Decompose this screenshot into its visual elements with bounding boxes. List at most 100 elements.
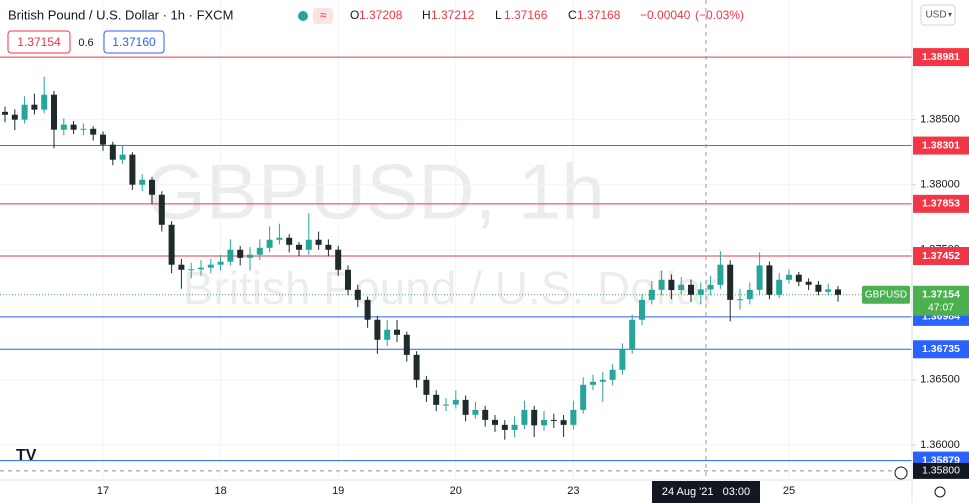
- candle-body: [207, 264, 214, 268]
- candle-body: [296, 244, 302, 250]
- candle-body: [188, 269, 195, 271]
- symbol-title[interactable]: British Pound / U.S. Dollar · 1h · FXCM: [8, 7, 233, 22]
- symbol-tag: GBPUSD: [865, 289, 907, 300]
- candle-body: [639, 299, 645, 320]
- candle-body: [511, 424, 518, 430]
- candle-body: [688, 284, 694, 295]
- watermark-subtitle: British Pound / U.S. Dollar: [183, 262, 717, 314]
- ohlc-value: 1.37166: [504, 8, 548, 22]
- candle-body: [795, 274, 802, 282]
- candle-body: [168, 224, 175, 265]
- market-open-dot: [298, 11, 308, 21]
- ohlc-value: 1.37168: [577, 8, 621, 22]
- zoom-button[interactable]: [894, 466, 908, 480]
- candle-body: [482, 409, 489, 420]
- level-label-box: [913, 194, 969, 213]
- candle-body: [590, 381, 596, 385]
- x-tick-label: 17: [97, 485, 109, 497]
- sell-button[interactable]: [7, 30, 71, 54]
- candle-body: [305, 239, 312, 250]
- candle-body: [580, 384, 587, 410]
- countdown: 47:07: [928, 302, 954, 314]
- candle-body: [2, 111, 8, 115]
- currency-button[interactable]: [920, 4, 956, 26]
- crosshair-price: 1.35800: [922, 465, 960, 477]
- candle-body: [805, 281, 812, 285]
- last-price-box: [913, 285, 969, 316]
- crosshair-time: 24 Aug '21 03:00: [662, 486, 750, 498]
- candle-body: [609, 369, 616, 380]
- candle-body: [599, 379, 606, 382]
- buy-button[interactable]: [103, 30, 165, 54]
- candle-body: [109, 144, 116, 160]
- candle-body: [364, 299, 371, 320]
- candle-body: [21, 104, 28, 120]
- candle-body: [541, 419, 547, 426]
- candle-body: [217, 261, 224, 265]
- candle-body: [227, 249, 234, 262]
- candle-body: [443, 404, 449, 406]
- candle-body: [90, 128, 97, 135]
- level-label: 1.36735: [922, 343, 960, 355]
- candle-body: [619, 349, 626, 370]
- candle-body: [139, 179, 146, 185]
- candle-body: [129, 154, 136, 185]
- candle-body: [247, 254, 253, 258]
- level-label: 1.38301: [922, 139, 960, 151]
- candle-body: [158, 194, 165, 225]
- sell-price: 1.37154: [17, 35, 61, 49]
- axis: 1.385001.380001.375001.365001.3600017181…: [97, 48, 969, 497]
- candle-body: [354, 289, 361, 300]
- x-tick-label: 19: [332, 485, 344, 497]
- settings-button[interactable]: [934, 486, 946, 498]
- candle-body: [335, 249, 342, 270]
- candle-body: [570, 409, 577, 425]
- y-tick-label: 1.36000: [920, 439, 960, 451]
- candle-body: [413, 354, 420, 380]
- candle-body: [815, 284, 822, 292]
- level-label-box: [913, 247, 969, 265]
- candle-body: [835, 289, 841, 295]
- candle-body: [501, 424, 508, 430]
- candle-body: [60, 124, 67, 130]
- watermark-title: GBPUSD, 1h: [145, 148, 605, 236]
- candle-body: [462, 399, 469, 415]
- candle-body: [678, 284, 685, 291]
- level-label: 1.37853: [922, 198, 960, 210]
- data-status-icon: ≈: [320, 8, 327, 22]
- candle-body: [825, 289, 832, 292]
- x-tick-label: 23: [567, 485, 579, 497]
- candle-body: [394, 329, 400, 335]
- data-status[interactable]: [313, 8, 333, 24]
- candle-body: [433, 394, 440, 405]
- candle-body: [403, 334, 410, 355]
- candle-body: [727, 264, 734, 300]
- candle-body: [531, 409, 538, 426]
- crosshair-time-box: [652, 481, 760, 503]
- ohlc-value: 1.37212: [431, 8, 475, 22]
- symbol-tag-box: [862, 285, 910, 304]
- candle-body: [423, 379, 430, 395]
- candle-body: [315, 239, 322, 245]
- candle-body: [658, 279, 665, 290]
- change-percent: (−0.03%): [695, 8, 744, 22]
- ohlc-legend: O 1.37208 H 1.37212 L 1.37166 C 1.37168 −0.00040…: [350, 8, 744, 22]
- level-label: 1.38981: [922, 51, 960, 63]
- candle-body: [550, 419, 557, 421]
- candle-body: [345, 269, 351, 290]
- y-tick-label: 1.38000: [920, 179, 960, 191]
- level-label-box: [913, 136, 969, 155]
- candle-body: [707, 284, 714, 290]
- candle-body: [472, 409, 479, 415]
- level-label: 1.37452: [922, 250, 960, 262]
- candle-body: [521, 409, 528, 425]
- candle-body: [776, 279, 783, 295]
- level-label-box: [913, 340, 969, 359]
- candle-body: [648, 289, 655, 300]
- candle-body: [384, 329, 391, 340]
- candle-body: [237, 249, 244, 258]
- candle-body: [766, 265, 773, 295]
- y-tick-label: 1.36500: [920, 374, 960, 386]
- candle-body: [325, 244, 332, 250]
